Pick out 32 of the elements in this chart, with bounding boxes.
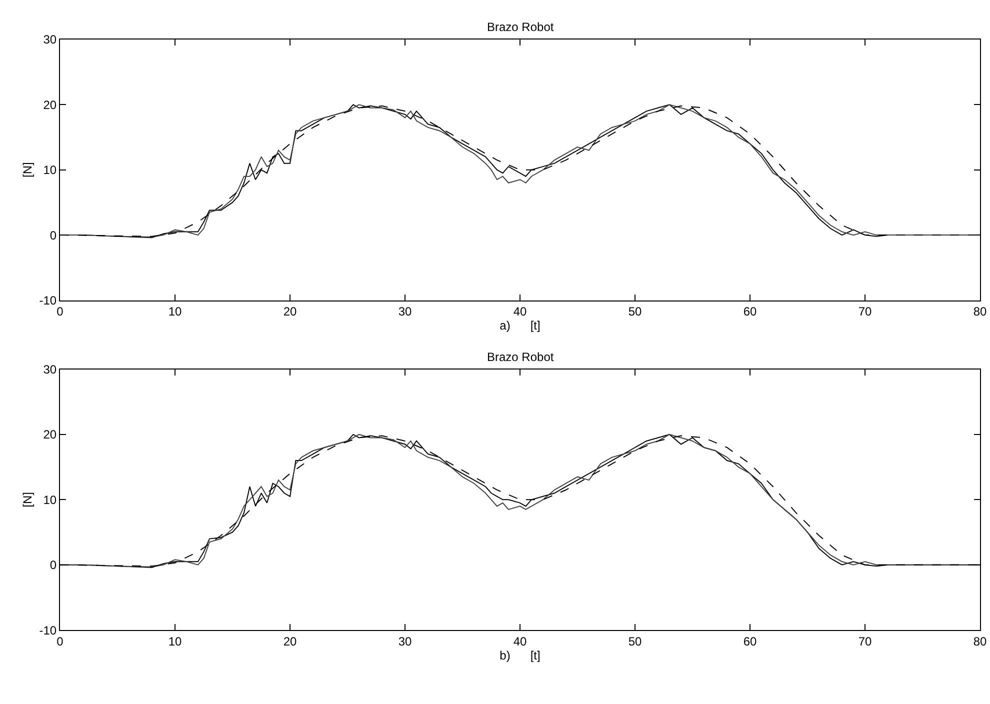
x-tick-label: 20 xyxy=(283,304,297,319)
x-tick-label: 80 xyxy=(973,304,987,319)
x-tick-label: 50 xyxy=(628,304,642,319)
y-tick-label: 0 xyxy=(50,558,57,572)
x-tick-label: 10 xyxy=(168,634,182,648)
chart-title: Brazo Robot xyxy=(487,20,554,34)
y-tick-label: -10 xyxy=(39,293,57,308)
x-tick-label: 10 xyxy=(168,304,182,319)
x-tick-label: 50 xyxy=(628,634,642,648)
chart-title: Brazo Robot xyxy=(487,350,554,364)
y-axis-title: [N] xyxy=(20,492,35,508)
y-tick-label: 20 xyxy=(43,428,57,442)
y-tick-label: 0 xyxy=(50,228,57,242)
x-tick-label: 60 xyxy=(743,304,757,319)
y-tick-label: 20 xyxy=(43,98,57,112)
x-axis-title: a) [t] xyxy=(500,318,540,333)
x-tick-label: 70 xyxy=(858,304,872,319)
x-tick-label: 20 xyxy=(283,634,297,648)
x-tick-label: 40 xyxy=(513,304,527,319)
y-tick-label: 10 xyxy=(43,163,57,178)
y-tick-label: 30 xyxy=(43,362,57,376)
y-axis-title: [N] xyxy=(20,162,35,178)
y-tick-label: 30 xyxy=(43,32,57,47)
x-tick-label: 30 xyxy=(398,304,412,319)
x-tick-label: 30 xyxy=(398,634,412,648)
y-tick-label: -10 xyxy=(39,623,57,638)
x-tick-label: 40 xyxy=(513,634,527,648)
x-axis-title: b) [t] xyxy=(500,648,540,662)
y-tick-label: 10 xyxy=(43,492,57,507)
x-tick-label: 70 xyxy=(858,634,872,648)
x-tick-label: 60 xyxy=(743,634,757,648)
x-tick-label: 80 xyxy=(973,634,987,648)
